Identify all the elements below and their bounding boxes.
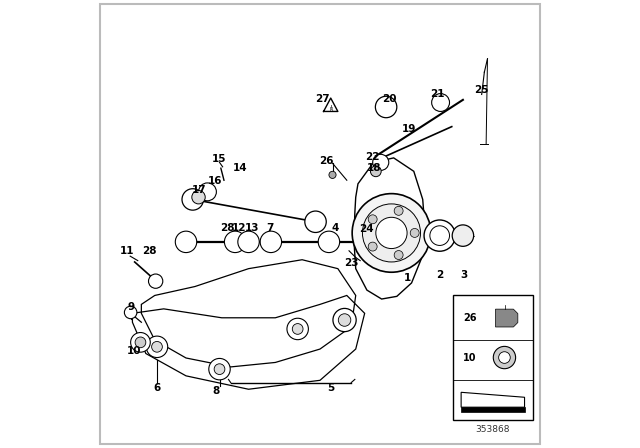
Circle shape [238,231,259,253]
Circle shape [362,204,420,262]
Text: 1: 1 [403,272,411,283]
Text: 18: 18 [367,163,381,173]
Circle shape [493,346,516,369]
Text: 23: 23 [344,258,358,268]
Text: 8: 8 [212,387,220,396]
Text: 12: 12 [232,223,246,233]
Circle shape [371,166,381,177]
Text: 15: 15 [211,154,226,164]
Text: 4: 4 [332,223,339,233]
Circle shape [124,306,137,319]
Circle shape [376,217,407,249]
Circle shape [182,189,204,210]
Circle shape [209,358,230,380]
Text: 26: 26 [463,313,477,323]
Circle shape [424,220,455,251]
Text: 11: 11 [120,246,134,256]
Circle shape [368,215,377,224]
Circle shape [148,274,163,289]
Circle shape [376,96,397,118]
Circle shape [192,190,205,204]
Circle shape [368,242,377,251]
Circle shape [131,332,150,352]
FancyBboxPatch shape [453,296,532,420]
Circle shape [410,228,419,237]
Text: 27: 27 [315,94,330,104]
Circle shape [499,352,510,363]
Circle shape [198,183,216,201]
Circle shape [352,194,431,272]
Text: 5: 5 [328,383,335,393]
Circle shape [214,364,225,375]
Text: R: R [329,107,332,112]
Text: 10: 10 [463,353,477,362]
Polygon shape [495,309,518,327]
Circle shape [292,323,303,334]
Text: 21: 21 [430,90,444,99]
Text: 3: 3 [460,270,467,280]
Text: 17: 17 [192,185,207,195]
Polygon shape [461,407,525,412]
Text: 28: 28 [220,223,235,233]
Circle shape [372,154,388,170]
Circle shape [339,314,351,326]
Text: 9: 9 [127,302,134,312]
Text: 25: 25 [474,85,489,95]
Text: 22: 22 [365,152,380,162]
Text: 28: 28 [142,246,157,256]
Circle shape [430,226,449,246]
Circle shape [287,318,308,340]
Circle shape [225,231,246,253]
Text: 16: 16 [207,176,222,186]
Text: 24: 24 [360,224,374,234]
Text: 353868: 353868 [476,425,510,434]
Circle shape [318,231,340,253]
Circle shape [359,229,370,240]
Text: 2: 2 [436,270,444,280]
Text: !: ! [330,105,332,110]
Circle shape [394,250,403,259]
Text: 7: 7 [266,223,274,233]
Text: 20: 20 [382,94,396,104]
Text: 13: 13 [245,223,259,233]
Text: 6: 6 [154,383,161,393]
Circle shape [394,207,403,215]
Circle shape [431,94,449,112]
Text: 26: 26 [319,155,334,166]
Circle shape [260,231,282,253]
Circle shape [135,337,146,348]
Circle shape [152,341,163,352]
Text: 10: 10 [127,346,141,356]
Circle shape [329,171,336,178]
Text: 14: 14 [233,163,248,173]
Circle shape [452,225,474,246]
Text: 19: 19 [402,124,417,134]
Circle shape [175,231,196,253]
Circle shape [305,211,326,233]
Circle shape [333,308,356,332]
Circle shape [147,336,168,358]
